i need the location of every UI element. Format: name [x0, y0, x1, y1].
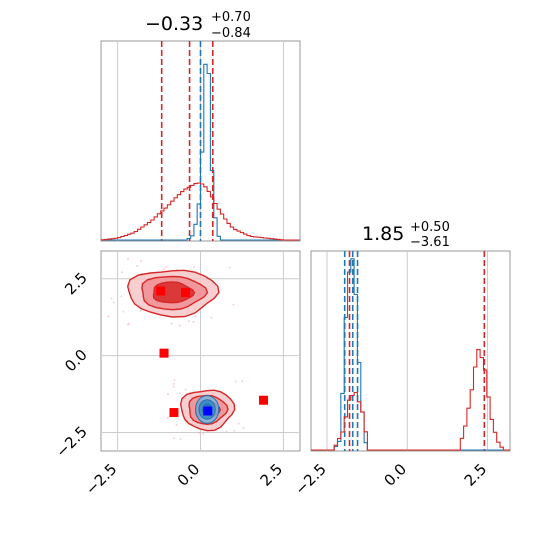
- x-tick-label: −2.5: [291, 460, 329, 498]
- scatter-point: [242, 427, 245, 430]
- x-tick-label: 0.0: [174, 460, 204, 490]
- scatter-point: [179, 438, 182, 441]
- scatter-point: [178, 324, 181, 327]
- diag-2-title-value: 1.85: [362, 223, 404, 245]
- y-tick-label: 2.5: [61, 269, 91, 299]
- scatter-point: [202, 433, 205, 436]
- scatter-point: [139, 259, 142, 262]
- scatter-point: [225, 430, 228, 433]
- scatter-point: [136, 264, 139, 267]
- scatter-point: [173, 379, 176, 382]
- scatter-point: [120, 271, 123, 274]
- histogram-series: [101, 182, 300, 241]
- marker-point: [181, 288, 191, 298]
- diag-2-title-minus: −3.61: [410, 235, 450, 250]
- diag-1-title-value: −0.33: [145, 13, 203, 35]
- panel-joint: −2.5 0.0 2.5 −2.5 0.0 2.5: [52, 250, 301, 499]
- scatter-point: [170, 322, 173, 325]
- scatter-point: [163, 268, 166, 271]
- scatter-point: [234, 380, 237, 383]
- panel-diag-1: −0.33 +0.70 −0.84: [100, 10, 301, 242]
- x-tick-label: 2.5: [461, 460, 491, 490]
- scatter-point: [237, 422, 240, 425]
- scatter-point: [232, 303, 235, 306]
- scatter-point: [110, 297, 113, 300]
- scatter-point: [178, 392, 181, 395]
- diag-2-title-plus: +0.50: [410, 220, 450, 235]
- scatter-point: [139, 309, 142, 312]
- scatter-point: [172, 437, 175, 440]
- scatter-point: [107, 315, 110, 318]
- marker-point: [159, 348, 169, 358]
- diag-1-title-plus: +0.70: [211, 10, 251, 25]
- scatter-point: [192, 265, 195, 268]
- marker-point: [169, 408, 179, 418]
- scatter-point: [198, 431, 201, 434]
- scatter-point: [192, 320, 195, 323]
- scatter-point: [233, 429, 236, 432]
- scatter-point: [175, 423, 178, 426]
- scatter-point: [187, 320, 190, 323]
- scatter-point: [167, 393, 170, 396]
- scatter-point: [127, 257, 130, 260]
- scatter-point: [228, 266, 231, 269]
- scatter-point: [241, 380, 244, 383]
- scatter-point: [122, 310, 125, 313]
- marker-point: [203, 406, 213, 416]
- panel-diag-2: −2.5 0.0 2.5 1.85 +0.50 −3.61: [291, 220, 511, 499]
- scatter-point: [184, 388, 187, 391]
- scatter-point: [126, 323, 129, 326]
- y-tick-label: −2.5: [52, 423, 90, 461]
- scatter-point: [165, 265, 168, 268]
- scatter-point: [172, 382, 175, 385]
- y-tick-label: 0.0: [61, 346, 91, 376]
- scatter-point: [210, 316, 213, 319]
- scatter-point: [112, 301, 115, 304]
- diag-1-title-minus: −0.84: [211, 26, 251, 41]
- histogram-series: [101, 63, 300, 241]
- marker-point: [259, 395, 269, 405]
- scatter-point: [194, 315, 197, 318]
- scatter-point: [172, 385, 175, 388]
- scatter-point: [120, 295, 123, 298]
- marker-point: [156, 286, 166, 296]
- x-tick-label: −2.5: [82, 460, 120, 498]
- scatter-point: [166, 416, 169, 419]
- x-tick-label: 0.0: [381, 460, 411, 490]
- histogram-series: [311, 349, 510, 451]
- x-tick-label: 2.5: [257, 460, 287, 490]
